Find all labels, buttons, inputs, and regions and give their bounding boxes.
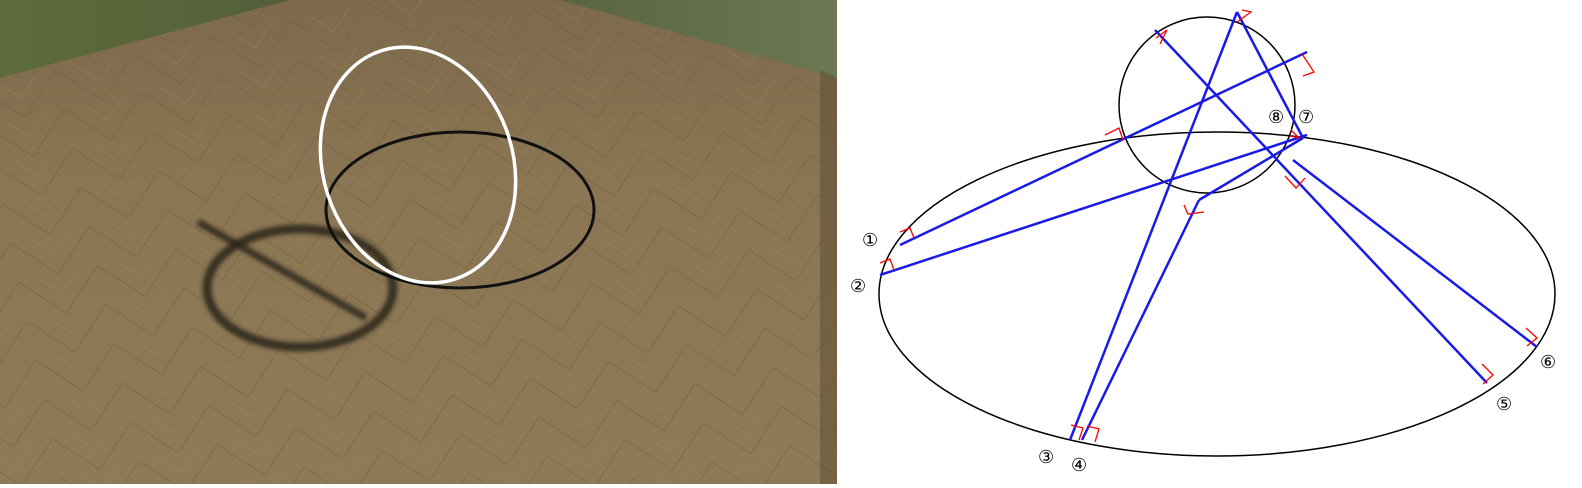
floor-pattern xyxy=(0,0,837,484)
ray-4 xyxy=(1080,199,1201,441)
ray-group xyxy=(879,11,1538,441)
right-angle-8 xyxy=(1301,53,1315,77)
diagram-svg: ① ② ③ ④ ⑤ ⑥ ⑦ ⑧ xyxy=(850,9,1556,476)
white-ring xyxy=(318,45,518,285)
right-angle-9 xyxy=(1284,175,1306,189)
right-angle-markers xyxy=(879,9,1539,443)
right-angle-6 xyxy=(1525,327,1539,347)
right-angle-13 xyxy=(1289,129,1302,140)
ray-2 xyxy=(879,133,1308,277)
right-angle-10 xyxy=(1183,204,1205,215)
right-angle-3 xyxy=(1070,424,1084,441)
scene-render xyxy=(0,0,837,484)
black-ring xyxy=(324,130,596,290)
right-angle-11 xyxy=(1155,29,1168,45)
right-angle-12 xyxy=(1236,9,1253,23)
right-angle-1 xyxy=(899,227,915,239)
label-2: ② xyxy=(850,276,866,297)
label-3: ③ xyxy=(1038,447,1054,468)
label-1: ① xyxy=(862,230,878,251)
ray-5 xyxy=(1154,29,1488,384)
label-4: ④ xyxy=(1071,455,1087,476)
right-angle-4 xyxy=(1086,425,1100,443)
right-angle-5 xyxy=(1481,363,1494,385)
right-angle-7 xyxy=(1104,127,1124,141)
label-6: ⑥ xyxy=(1540,352,1556,373)
label-5: ⑤ xyxy=(1496,394,1512,415)
ray-1 xyxy=(899,50,1308,247)
label-7: ⑦ xyxy=(1298,107,1314,128)
ray-3 xyxy=(1068,11,1239,441)
ray-4b xyxy=(1198,136,1304,202)
small-circle xyxy=(1118,16,1296,194)
ray-7 xyxy=(1235,11,1305,139)
floor-edge xyxy=(820,70,837,484)
label-8: ⑧ xyxy=(1268,107,1284,128)
geometry-diagram: ① ② ③ ④ ⑤ ⑥ ⑦ ⑧ xyxy=(837,0,1582,484)
scene-svg xyxy=(0,0,837,484)
ring-shadow xyxy=(196,218,398,352)
large-ellipse xyxy=(878,131,1556,457)
point-labels: ① ② ③ ④ ⑤ ⑥ ⑦ ⑧ xyxy=(850,107,1556,476)
right-angle-2 xyxy=(879,258,895,271)
ray-6 xyxy=(1292,159,1538,348)
